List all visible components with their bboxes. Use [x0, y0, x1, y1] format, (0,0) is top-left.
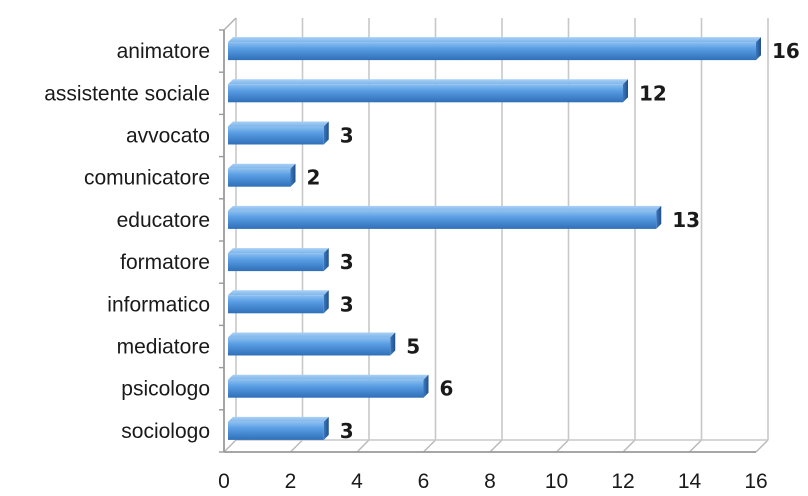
bar-end-face [656, 205, 662, 229]
bar [228, 205, 662, 229]
bar-top-face [228, 248, 329, 254]
floor-gridline [423, 439, 436, 453]
bar-end-face [323, 290, 329, 314]
x-tick-label: 2 [285, 470, 297, 493]
bar-end-face [390, 332, 396, 356]
bar-top-face [228, 37, 761, 43]
bar-front-face [228, 84, 623, 103]
chart-labels: 0 2 4 6 8 10 12 14 16 animatore 16 assistente socia… [44, 39, 800, 493]
bar-top-face [228, 374, 429, 380]
data-label: 16 [772, 39, 800, 63]
bar-end-face [290, 163, 296, 187]
x-tick-label: 0 [218, 470, 230, 493]
floor-gridline [356, 439, 370, 453]
category-label: comunicatore [84, 167, 210, 190]
bar-end-face [323, 248, 329, 272]
bar-end-face [323, 416, 329, 440]
data-label: 3 [340, 419, 354, 443]
bar-front-face [228, 126, 324, 145]
bar-front-face [228, 295, 324, 314]
bar [228, 121, 329, 145]
floor-gridline [290, 439, 303, 453]
bar-top-face [228, 205, 662, 211]
category-label: formatore [120, 251, 210, 274]
data-label: 3 [340, 124, 354, 148]
category-label: mediatore [117, 336, 210, 359]
category-label: assistente sociale [44, 82, 210, 105]
bar-front-face [228, 42, 756, 61]
data-label: 12 [639, 81, 667, 105]
bar-front-face [228, 210, 657, 229]
bar [228, 163, 296, 187]
x-tick-label: 8 [484, 470, 496, 493]
bar-top-face [228, 79, 628, 85]
category-label: animatore [117, 40, 210, 63]
bar-top-face [228, 332, 396, 338]
bar-front-face [228, 168, 291, 187]
y-axis-top-edge [223, 17, 237, 31]
x-tick-label: 4 [351, 470, 363, 493]
category-label: educatore [117, 209, 210, 232]
bar-top-face [228, 163, 296, 169]
floor-gridline [489, 439, 503, 453]
floor-gridline [689, 439, 702, 453]
data-label: 3 [340, 292, 354, 316]
bar [228, 79, 628, 103]
bar-end-face [623, 79, 628, 103]
x-tick-label: 16 [744, 470, 767, 493]
bar-end-face [756, 37, 761, 61]
bar-end-face [323, 121, 329, 145]
floor-gridline [755, 439, 769, 453]
bar [228, 374, 429, 398]
x-tick-label: 14 [678, 470, 702, 493]
bar-top-face [228, 290, 329, 296]
bar-front-face [228, 421, 324, 440]
bar [228, 290, 329, 314]
x-tick-label: 10 [545, 470, 568, 493]
bar-top-face [228, 416, 329, 422]
bar [228, 37, 761, 61]
category-label: sociologo [121, 420, 210, 443]
bar-front-face [228, 337, 391, 356]
data-label: 13 [672, 208, 700, 232]
category-label: informatico [107, 293, 210, 316]
bar-end-face [423, 374, 429, 398]
chart-bars [228, 37, 761, 440]
chart-axes [219, 17, 756, 453]
bar [228, 332, 396, 356]
data-label: 3 [340, 250, 354, 274]
bar-top-face [228, 121, 329, 127]
bar-front-face [228, 253, 324, 272]
x-tick-label: 12 [611, 470, 634, 493]
category-label: psicologo [121, 378, 210, 401]
data-label: 5 [406, 335, 420, 359]
data-label: 2 [307, 166, 321, 190]
bar [228, 416, 329, 440]
bar [228, 248, 329, 272]
category-label: avvocato [126, 125, 210, 148]
floor-gridline [556, 439, 569, 453]
bar-front-face [228, 379, 424, 398]
data-label: 6 [440, 377, 454, 401]
x-tick-label: 6 [418, 470, 430, 493]
floor-gridline [223, 439, 237, 453]
floor-gridline [622, 439, 636, 453]
